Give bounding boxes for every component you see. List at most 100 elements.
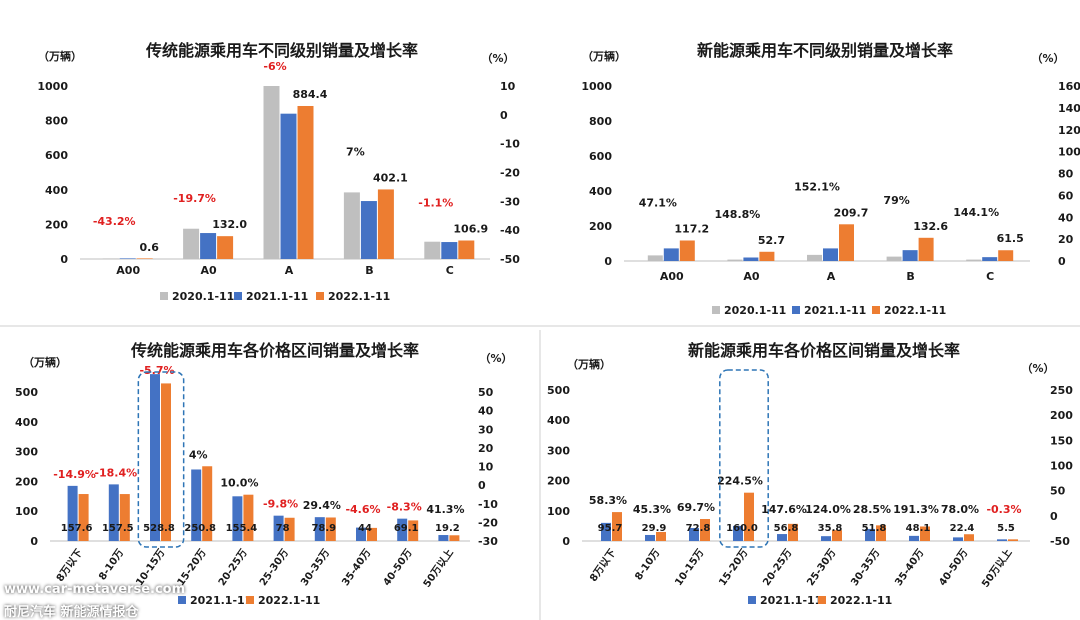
chart4-ytick-label: 500 xyxy=(547,384,570,397)
chart3-category-label: 25-30万 xyxy=(257,547,291,588)
chart1-category-label: A xyxy=(285,264,294,277)
chart4-bar xyxy=(788,523,798,541)
chart3-value-label: 44 xyxy=(358,523,372,534)
chart2-category-label: A0 xyxy=(743,270,760,283)
chart3-value-label: 78.9 xyxy=(311,523,336,534)
chart1-y2tick-label: 0 xyxy=(500,109,508,122)
chart2-y2tick-label: 120 xyxy=(1058,124,1080,137)
chart1-category-label: B xyxy=(365,264,373,277)
chart4-y2tick-label: 50 xyxy=(1050,485,1066,498)
chart2-legend-label: 2022.1-11 xyxy=(884,304,946,317)
chart3-bar xyxy=(397,518,408,541)
chart1-ytick-label: 200 xyxy=(45,218,68,231)
chart4-growth-label: 58.3% xyxy=(589,494,627,507)
chart3-bar xyxy=(78,494,89,541)
chart3-growth-label: 4% xyxy=(189,448,208,461)
chart3-growth-label: 29.4% xyxy=(303,499,341,512)
chart2-ytick-label: 200 xyxy=(589,220,612,233)
chart4-growth-label: 78.0% xyxy=(941,503,979,516)
chart1-value-label: 106.9 xyxy=(453,223,488,236)
chart3-growth-label: -18.4% xyxy=(94,466,137,479)
chart1-growth-label: 7% xyxy=(346,145,365,158)
chart2-bar xyxy=(982,257,998,261)
chart4-value-label: 35.8 xyxy=(818,523,843,534)
chart4-growth-label: -0.3% xyxy=(986,503,1021,516)
chart2-value-label: 61.5 xyxy=(997,232,1024,245)
chart2-ytick-label: 400 xyxy=(589,185,612,198)
chart4-bar xyxy=(953,537,963,541)
chart3-bar xyxy=(273,515,284,541)
chart1-bar xyxy=(217,236,234,259)
chart1-bar xyxy=(200,233,217,259)
chart3-y2-unit: （%） xyxy=(479,352,512,365)
chart4-growth-label: 191.3% xyxy=(893,503,939,516)
chart4-bar xyxy=(645,534,655,541)
chart2-legend-label: 2021.1-11 xyxy=(804,304,866,317)
chart2-y2tick-label: 160 xyxy=(1058,80,1080,93)
chart4-value-label: 51.8 xyxy=(862,523,887,534)
chart2-y2tick-label: 100 xyxy=(1058,146,1080,159)
chart1-bar xyxy=(441,242,458,259)
chart2-bar xyxy=(743,257,759,261)
chart4-y2tick-label: 200 xyxy=(1050,409,1073,422)
chart2-y2tick-label: 40 xyxy=(1058,211,1074,224)
chart4-y2tick-label: -50 xyxy=(1050,535,1070,548)
chart2-title: 新能源乘用车不同级别销量及增长率 xyxy=(697,41,953,60)
chart3-category-label: 35-40万 xyxy=(340,547,374,588)
chart4-bar xyxy=(744,492,754,541)
chart1-bar xyxy=(343,192,360,259)
chart3-category-label: 20-25万 xyxy=(216,547,250,588)
chart1-value-label: 132.0 xyxy=(212,218,247,231)
chart3-y2tick-label: 0 xyxy=(478,479,486,492)
chart2-value-label: 132.6 xyxy=(913,220,948,233)
chart1-y2tick-label: -50 xyxy=(500,253,520,266)
chart2-bar xyxy=(679,240,695,261)
chart2-bar xyxy=(807,254,822,261)
chart2-growth-label: 148.8% xyxy=(714,208,760,221)
chart4-highlight-box xyxy=(719,369,769,548)
chart1-category-label: A00 xyxy=(116,264,140,277)
chart3-y-unit: （万辆） xyxy=(23,355,67,369)
chart2-legend-swatch xyxy=(792,306,800,314)
chart4-category-label: 50万以上 xyxy=(979,546,1015,589)
chart4-bar xyxy=(997,539,1007,541)
chart4-category-label: 40-50万 xyxy=(937,547,971,588)
chart1-legend-label: 2021.1-11 xyxy=(246,290,308,303)
chart2-value-label: 209.7 xyxy=(834,206,869,219)
chart3-bar xyxy=(284,517,295,541)
chart4-bar xyxy=(700,519,710,541)
chart4-bar xyxy=(832,530,842,541)
chart3-bar xyxy=(232,496,243,541)
chart4-y-unit: （万辆） xyxy=(567,357,611,371)
chart2-y2tick-label: 140 xyxy=(1058,102,1080,115)
chart4-y2tick-label: 150 xyxy=(1050,434,1073,447)
chart1-bar xyxy=(263,86,280,259)
chart4-ytick-label: 200 xyxy=(547,475,570,488)
chart3-bar xyxy=(161,383,171,541)
chart1-y-unit: （万辆） xyxy=(38,49,82,63)
chart3-y2tick-label: -10 xyxy=(478,498,498,511)
chart1-growth-label: -6% xyxy=(263,60,286,73)
chart4-growth-label: 224.5% xyxy=(717,475,763,488)
chart2-value-label: 52.7 xyxy=(758,234,785,247)
chart4-bar xyxy=(777,534,787,541)
chart2-y2tick-label: 0 xyxy=(1058,255,1066,268)
chart3-value-label: 157.6 xyxy=(61,523,93,534)
chart4-value-label: 95.7 xyxy=(598,523,623,534)
chart3-ytick-label: 400 xyxy=(15,416,38,429)
chart2-y-unit: （万辆） xyxy=(582,49,626,63)
chart3-value-label: 19.2 xyxy=(435,523,460,534)
chart2-growth-label: 152.1% xyxy=(794,180,840,193)
chart2-y2tick-label: 80 xyxy=(1058,168,1074,181)
chart1-legend-swatch xyxy=(234,292,242,300)
chart4-category-label: 20-25万 xyxy=(761,547,795,588)
chart3-highlight-box xyxy=(137,371,185,548)
chart4-legend-label: 2022.1-11 xyxy=(830,594,892,607)
chart4-legend-swatch xyxy=(748,596,756,604)
chart3-bar xyxy=(150,374,160,541)
chart1-ytick-label: 1000 xyxy=(37,80,68,93)
chart3-y2tick-label: 20 xyxy=(478,442,494,455)
chart2-legend-swatch xyxy=(872,306,880,314)
chart3-category-label: 50万以上 xyxy=(420,546,456,589)
chart4-ytick-label: 300 xyxy=(547,444,570,457)
